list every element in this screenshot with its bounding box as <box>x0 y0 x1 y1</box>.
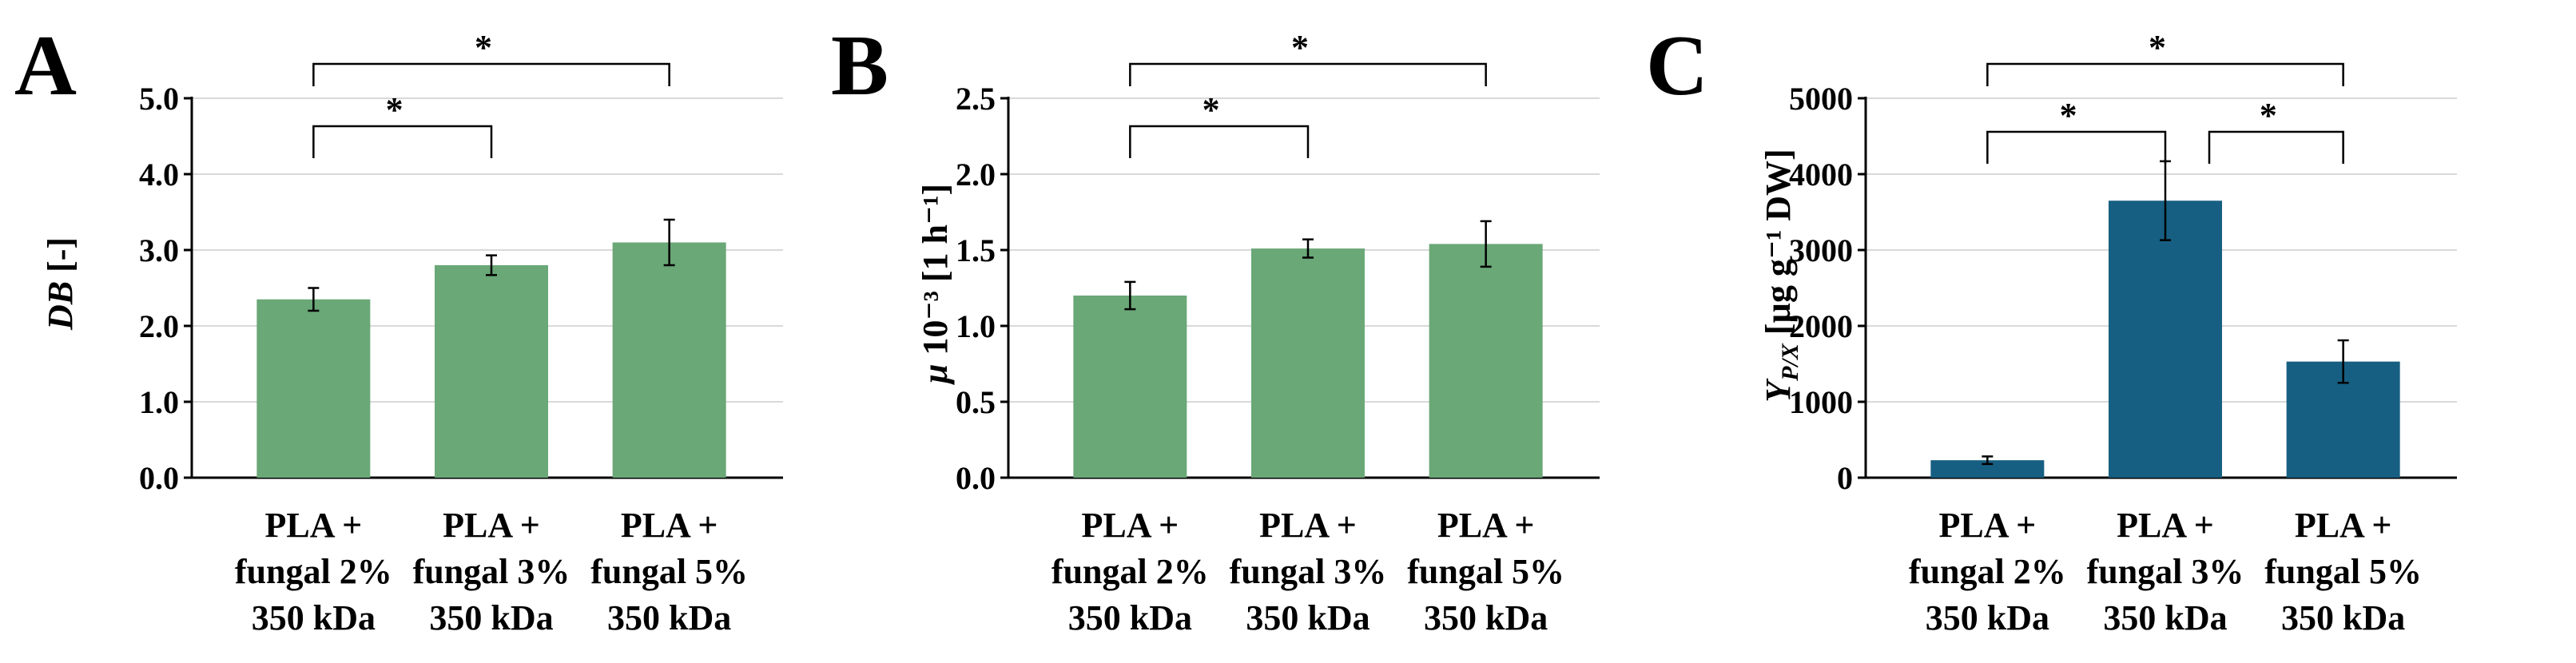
x-tick-label: fungal 2% <box>1051 552 1209 591</box>
panel-a-letter: A <box>14 18 77 113</box>
x-tick-label: PLA + <box>443 506 540 545</box>
x-tick-label: PLA + <box>2295 506 2392 545</box>
y-axis-label-symbol: μ <box>916 364 955 385</box>
significance-label: * <box>2149 28 2166 67</box>
significance-bracket <box>2208 130 2344 164</box>
x-tick-label: 350 kDa <box>1424 598 1548 637</box>
y-tick-label: 0.0 <box>139 460 179 496</box>
y-axis-label-symbol: DB <box>41 281 80 331</box>
significance-bracket <box>1129 125 1310 158</box>
y-tick-label: 2.0 <box>956 157 996 193</box>
y-tick-label: 0 <box>1837 460 1853 496</box>
y-axis-label: μ 10⁻³ [1 h⁻¹] <box>916 184 955 385</box>
x-tick-label: 350 kDa <box>607 598 731 637</box>
x-tick-label: fungal 3% <box>2087 552 2244 591</box>
significance-bracket <box>1129 62 1487 86</box>
x-tick-label: PLA + <box>1082 506 1179 545</box>
significance-label: * <box>2060 96 2077 135</box>
x-tick-label: PLA + <box>1259 506 1357 545</box>
x-tick-label: 350 kDa <box>2103 598 2227 637</box>
y-tick-label: 0.5 <box>956 384 996 420</box>
y-tick-label: 5000 <box>1789 81 1853 117</box>
x-tick-label: fungal 5% <box>2264 552 2422 591</box>
bar <box>612 242 726 478</box>
y-axis-label-unit: [µg g⁻¹ DW] <box>1759 149 1798 343</box>
y-axis-label-subscript: P/X <box>1777 343 1803 382</box>
significance-label: * <box>475 28 492 67</box>
significance-label: * <box>1291 28 1309 67</box>
significance-bracket <box>312 125 493 158</box>
bar <box>435 265 548 478</box>
y-tick-label: 0.0 <box>956 460 996 496</box>
y-tick-label: 1.0 <box>139 384 179 420</box>
x-tick-label: PLA + <box>621 506 718 545</box>
panel-c: C 0 1000 2000 3000 4000 5000 PLA + fungal 2% 350… <box>1646 18 2457 637</box>
x-tick-label: 350 kDa <box>2281 598 2405 637</box>
x-tick-label: fungal 3% <box>413 552 570 591</box>
significance-label: * <box>386 90 403 129</box>
bar <box>1429 244 1543 478</box>
x-tick-label: fungal 5% <box>1407 552 1564 591</box>
bar <box>2109 200 2222 478</box>
y-tick-label: 1.5 <box>956 232 996 268</box>
x-tick-label: PLA + <box>1939 506 2037 545</box>
x-tick-label: 350 kDa <box>1068 598 1192 637</box>
x-tick-label: PLA + <box>2117 506 2214 545</box>
x-tick-label: 350 kDa <box>252 598 376 637</box>
x-tick-label: fungal 2% <box>1909 552 2066 591</box>
significance-bracket <box>1986 62 2344 86</box>
bar <box>1251 248 1365 478</box>
y-tick-label: 2.0 <box>139 308 179 344</box>
panel-c-letter: C <box>1646 18 1708 113</box>
y-tick-label: 3.0 <box>139 232 179 268</box>
significance-label: * <box>1203 90 1220 129</box>
y-axis-label-symbol: Y <box>1759 378 1798 403</box>
significance-label: * <box>2260 96 2277 135</box>
y-tick-label: 1000 <box>1789 384 1853 420</box>
bar <box>1073 296 1187 478</box>
y-tick-label: 4000 <box>1789 157 1853 193</box>
x-tick-label: 350 kDa <box>1246 598 1369 637</box>
x-tick-label: 350 kDa <box>1926 598 2049 637</box>
y-axis-label: YP/X [µg g⁻¹ DW] <box>1759 149 1803 402</box>
y-axis-label-unit: [-] <box>41 237 80 281</box>
x-tick-label: fungal 2% <box>235 552 392 591</box>
x-tick-label: PLA + <box>1437 506 1535 545</box>
y-tick-label: 3000 <box>1789 232 1853 268</box>
y-axis-label: DB [-] <box>41 237 80 331</box>
y-tick-label: 2.5 <box>956 81 996 117</box>
x-tick-label: fungal 3% <box>1230 552 1387 591</box>
y-tick-label: 2000 <box>1789 308 1853 344</box>
bar <box>1930 460 2045 478</box>
bar <box>256 299 371 478</box>
x-tick-label: 350 kDa <box>429 598 553 637</box>
y-tick-label: 4.0 <box>139 157 179 193</box>
significance-bracket <box>1986 130 2167 164</box>
panel-a: A 0.0 1.0 2.0 3.0 4.0 5.0 PLA + fungal 2% 350 kD… <box>14 18 783 637</box>
panel-b-letter: B <box>831 18 888 113</box>
y-tick-label: 1.0 <box>956 308 996 344</box>
x-tick-label: PLA + <box>265 506 363 545</box>
x-tick-label: fungal 5% <box>590 552 748 591</box>
significance-bracket <box>312 62 670 86</box>
y-tick-label: 5.0 <box>139 81 179 117</box>
panel-b: B 0.0 0.5 1.0 1.5 2.0 2.5 PLA + fungal 2% 350 kD… <box>831 18 1600 637</box>
y-axis-label-unit: 10⁻³ [1 h⁻¹] <box>916 184 955 364</box>
